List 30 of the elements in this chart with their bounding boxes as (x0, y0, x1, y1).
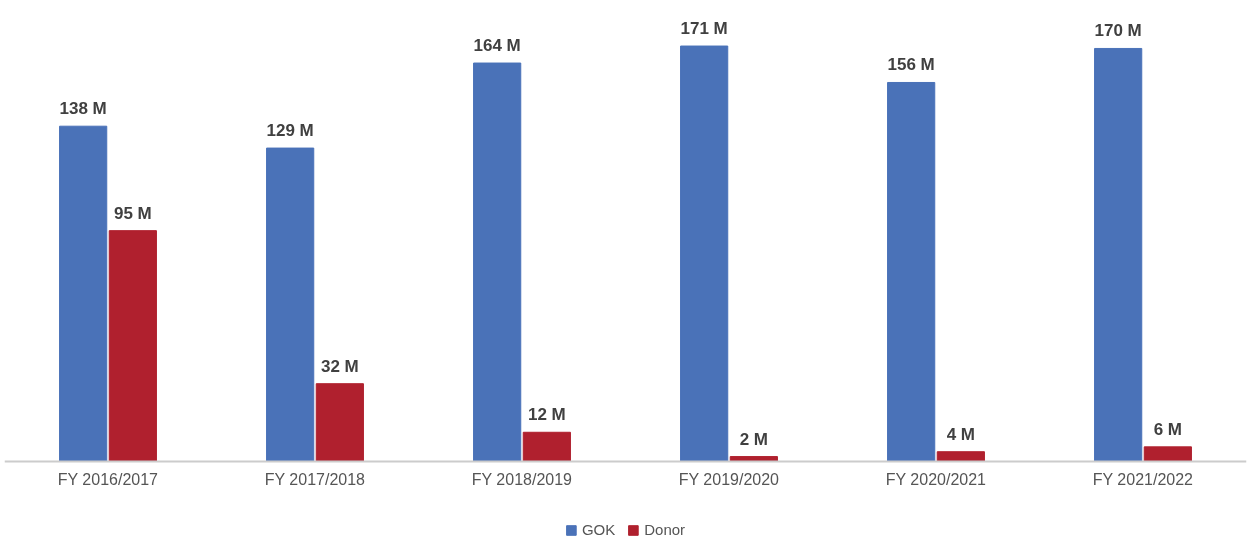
x-tick-label: FY 2018/2019 (471, 471, 573, 489)
data-label: 95 M (113, 203, 152, 223)
bar (266, 147, 315, 462)
data-label: 32 M (320, 356, 359, 376)
x-tick-label: FY 2016/2017 (57, 471, 159, 489)
bar (887, 81, 936, 462)
bar (108, 230, 157, 462)
bar (315, 383, 364, 462)
x-tick-label: FY 2017/2018 (264, 471, 366, 489)
data-label: 12 M (527, 405, 566, 425)
bar (1143, 446, 1192, 462)
legend-label: GOK (581, 521, 616, 538)
data-label: 138 M (59, 99, 107, 119)
bar (1094, 47, 1143, 462)
data-label: 129 M (266, 121, 314, 141)
x-tick-label: FY 2019/2020 (678, 471, 780, 489)
x-tick-label: FY 2021/2022 (1092, 471, 1194, 489)
bar (59, 125, 108, 462)
data-label: 156 M (887, 55, 935, 75)
data-label: 4 M (946, 424, 976, 444)
bar (522, 431, 571, 462)
data-label: 6 M (1153, 419, 1183, 439)
legend-label: Donor (644, 521, 686, 538)
bar (680, 45, 729, 462)
bar (473, 62, 522, 462)
x-tick-label: FY 2020/2021 (885, 471, 987, 489)
data-label: 2 M (739, 429, 769, 449)
data-label: 170 M (1094, 21, 1142, 41)
data-label: 164 M (473, 36, 521, 56)
data-label: 171 M (680, 19, 728, 39)
